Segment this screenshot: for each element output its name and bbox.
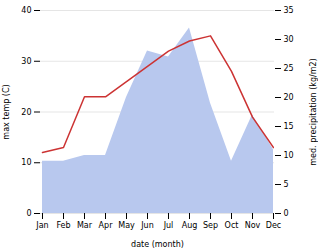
svg-text:Oct: Oct — [225, 221, 239, 230]
svg-text:med. precipitation (kg/m2): med. precipitation (kg/m2) — [309, 58, 318, 165]
svg-text:10: 10 — [21, 158, 31, 167]
svg-text:20: 20 — [21, 108, 31, 117]
svg-text:max temp (C): max temp (C) — [2, 84, 11, 139]
svg-text:10: 10 — [284, 151, 294, 160]
svg-text:date (month): date (month) — [131, 240, 184, 249]
svg-text:30: 30 — [21, 57, 31, 66]
svg-text:5: 5 — [284, 180, 289, 189]
svg-text:35: 35 — [284, 6, 294, 15]
svg-text:Mar: Mar — [77, 221, 93, 230]
svg-text:Dec: Dec — [266, 221, 281, 230]
svg-text:40: 40 — [21, 6, 31, 15]
svg-text:Aug: Aug — [182, 221, 198, 230]
svg-text:Nov: Nov — [245, 221, 261, 230]
svg-text:Jul: Jul — [163, 221, 174, 230]
svg-text:May: May — [118, 221, 135, 230]
svg-text:Apr: Apr — [99, 221, 114, 230]
svg-text:0: 0 — [26, 209, 31, 218]
svg-text:15: 15 — [284, 122, 294, 131]
svg-text:Jun: Jun — [140, 221, 154, 230]
svg-text:Jan: Jan — [35, 221, 48, 230]
svg-text:20: 20 — [284, 93, 294, 102]
svg-text:Sep: Sep — [203, 221, 218, 230]
svg-text:Feb: Feb — [56, 221, 70, 230]
svg-text:0: 0 — [284, 209, 289, 218]
svg-text:30: 30 — [284, 35, 294, 44]
svg-text:25: 25 — [284, 64, 294, 73]
